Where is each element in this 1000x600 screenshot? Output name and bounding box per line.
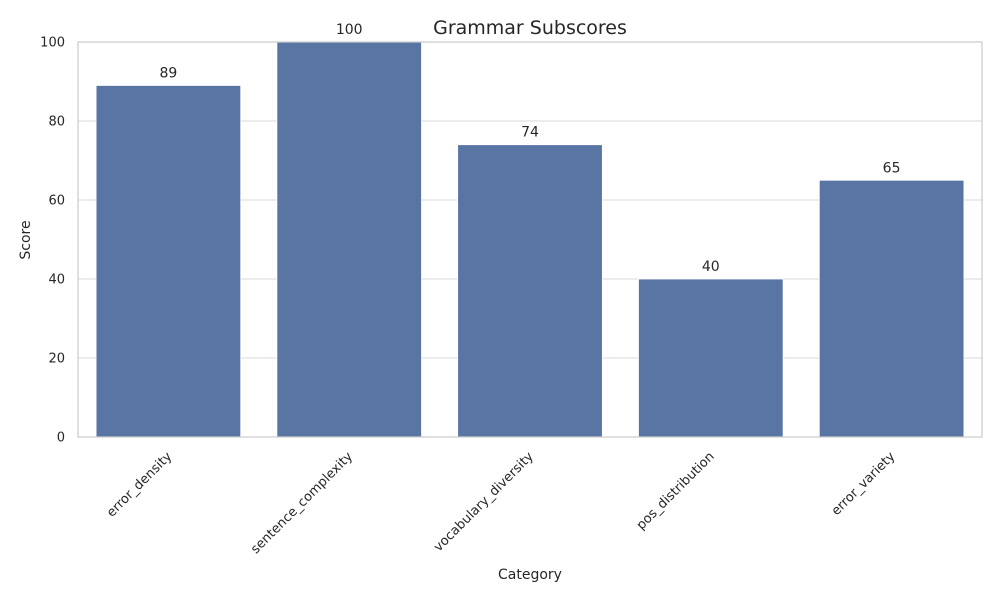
x-axis-ticks: error_density sentence_complexity vocabula… bbox=[104, 449, 899, 557]
data-label: 100 bbox=[336, 22, 363, 38]
data-labels: 89 100 74 40 65 bbox=[159, 22, 900, 275]
y-axis-ticks: 0 20 40 60 80 100 bbox=[40, 36, 65, 446]
x-tick-label: pos_distribution bbox=[634, 449, 718, 533]
y-axis-label: Score bbox=[18, 220, 34, 259]
bar-error-variety bbox=[818, 179, 965, 438]
data-label: 65 bbox=[883, 160, 901, 176]
bar-vocabulary-diversity bbox=[457, 144, 603, 438]
data-label: 40 bbox=[702, 259, 720, 275]
x-tick-label: error_density bbox=[104, 449, 175, 520]
y-tick-label: 80 bbox=[48, 115, 65, 130]
x-tick-label: vocabulary_diversity bbox=[431, 449, 537, 555]
y-tick-label: 0 bbox=[57, 431, 65, 446]
chart-title: Grammar Subscores bbox=[433, 17, 627, 39]
bar-error-density bbox=[95, 85, 242, 438]
y-tick-label: 40 bbox=[48, 273, 65, 288]
bar-pos-distribution bbox=[638, 278, 784, 438]
x-tick-label: error_variety bbox=[829, 449, 899, 519]
bars bbox=[95, 41, 965, 438]
y-tick-label: 20 bbox=[48, 352, 65, 367]
x-tick-label: sentence_complexity bbox=[248, 449, 356, 557]
plot-frame bbox=[77, 41, 983, 438]
y-tick-label: 60 bbox=[48, 194, 65, 209]
y-tick-label: 100 bbox=[40, 36, 65, 51]
bar-sentence-complexity bbox=[276, 41, 422, 438]
data-label: 89 bbox=[159, 65, 177, 81]
x-axis-label: Category bbox=[498, 567, 562, 583]
data-label: 74 bbox=[521, 125, 539, 141]
